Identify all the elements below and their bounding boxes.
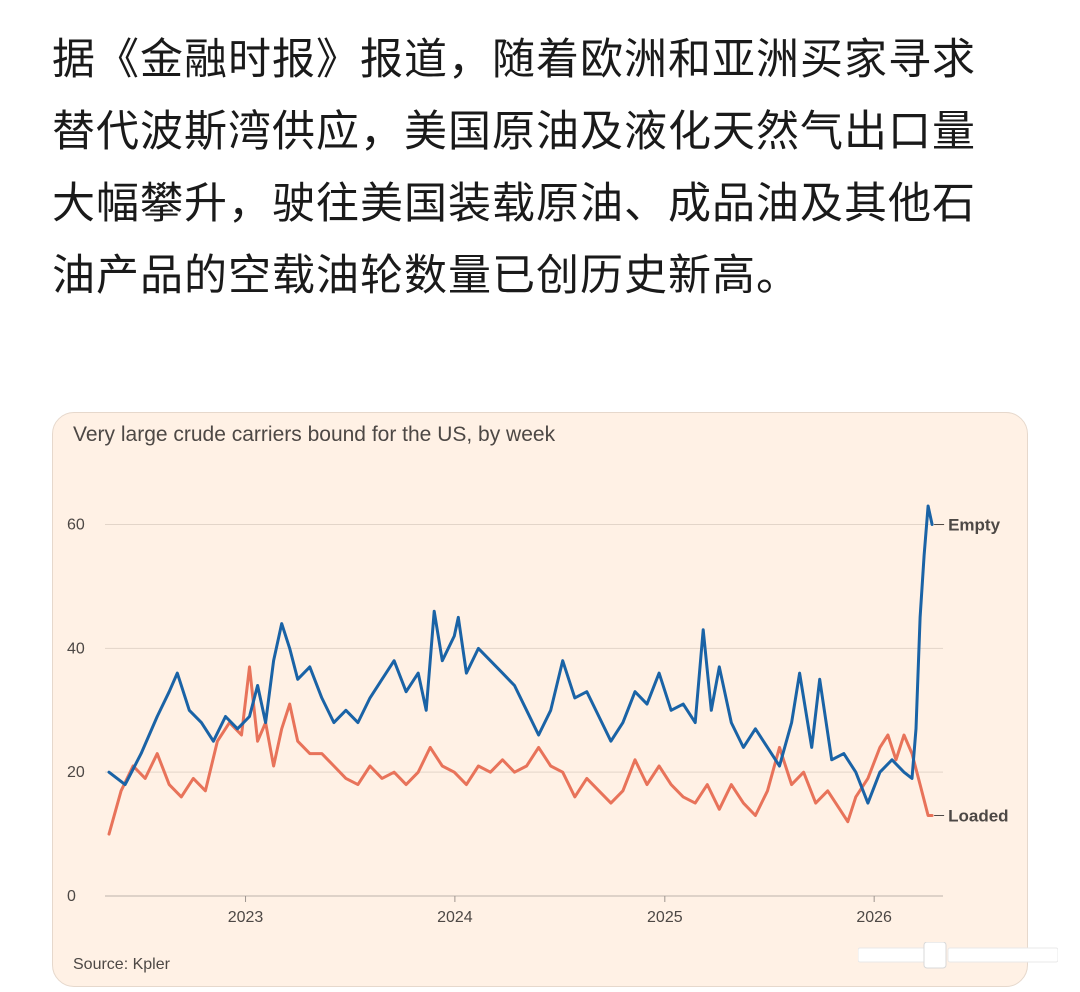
series-label-loaded: Loaded	[948, 807, 1008, 826]
chart-title: Very large crude carriers bound for the …	[73, 423, 556, 446]
article-headline: 据《金融时报》报道，随着欧洲和亚洲买家寻求替代波斯湾供应，美国原油及液化天然气出…	[52, 35, 976, 301]
x-tick-label: 2024	[437, 909, 473, 926]
series-label-empty: Empty	[948, 516, 1001, 535]
y-tick-label: 20	[67, 764, 85, 781]
watermark-icon	[858, 942, 1058, 969]
y-tick-label: 0	[67, 888, 76, 905]
x-tick-label: 2026	[856, 909, 892, 926]
y-tick-label: 40	[67, 640, 85, 657]
chart-source: Source: Kpler	[73, 956, 170, 973]
y-tick-label: 60	[67, 517, 85, 534]
line-chart: 0 20 40 60 2023 2024 2025 2026 Loaded Empty	[67, 504, 1009, 926]
series-line-loaded	[107, 665, 934, 836]
x-tick-label: 2023	[228, 909, 264, 926]
x-tick-label: 2025	[647, 909, 683, 926]
series-line-empty	[107, 504, 934, 805]
chart-card: Very large crude carriers bound for the …	[52, 412, 1028, 987]
